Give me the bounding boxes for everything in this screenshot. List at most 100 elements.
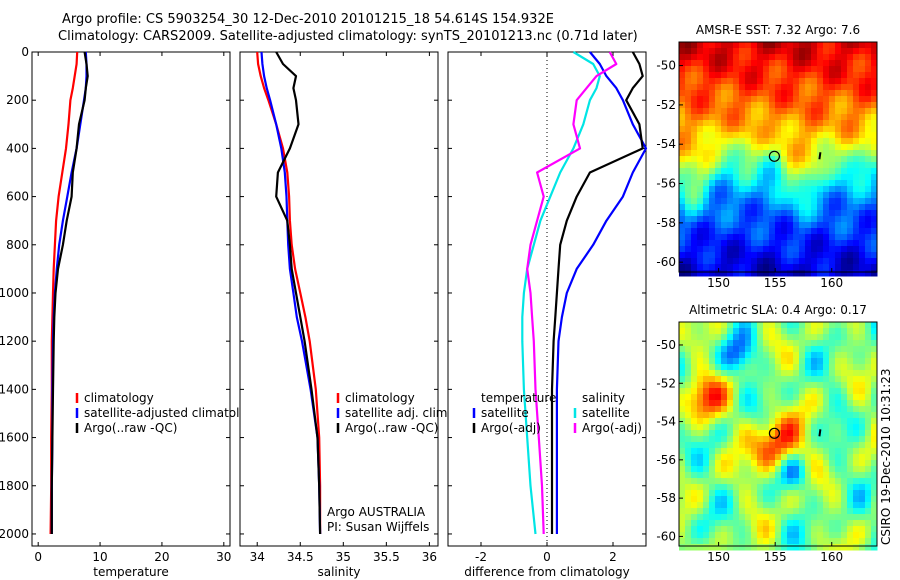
- heatmap-cell: [805, 186, 812, 193]
- heatmap-cell: [817, 400, 824, 407]
- heatmap-cell: [793, 382, 800, 389]
- heatmap-cell: [787, 48, 794, 55]
- heatmap-cell: [679, 246, 686, 253]
- heatmap-cell: [865, 496, 872, 503]
- heatmap-cell: [751, 138, 758, 145]
- heatmap-cell: [721, 120, 728, 127]
- heatmap-cell: [703, 508, 710, 515]
- heatmap-cell: [811, 270, 818, 277]
- heatmap-cell: [703, 334, 710, 341]
- heatmap-cell: [853, 538, 860, 545]
- heatmap-cell: [847, 48, 854, 55]
- heatmap-cell: [721, 334, 728, 341]
- heatmap-cell: [781, 228, 788, 235]
- heatmap-cell: [685, 388, 692, 395]
- heatmap-cell: [853, 72, 860, 79]
- heatmap-cell: [739, 252, 746, 259]
- heatmap-cell: [781, 526, 788, 533]
- heatmap-cell: [733, 246, 740, 253]
- heatmap-cell: [739, 460, 746, 467]
- heatmap-cell: [763, 60, 770, 67]
- heatmap-cell: [727, 252, 734, 259]
- heatmap-cell: [859, 472, 866, 479]
- heatmap-cell: [703, 108, 710, 115]
- heatmap-cell: [823, 460, 830, 467]
- heatmap-cell: [745, 412, 752, 419]
- heatmap-cell: [697, 544, 704, 551]
- heatmap-cell: [709, 102, 716, 109]
- heatmap-cell: [823, 252, 830, 259]
- heatmap-cell: [853, 340, 860, 347]
- heatmap-cell: [859, 508, 866, 515]
- heatmap-cell: [811, 328, 818, 335]
- heatmap-cell: [751, 394, 758, 401]
- heatmap-cell: [853, 222, 860, 229]
- heatmap-cell: [829, 66, 836, 73]
- heatmap-cell: [799, 204, 806, 211]
- y-tick-label: -52: [656, 376, 676, 390]
- heatmap-cell: [817, 234, 824, 241]
- heatmap-cell: [739, 96, 746, 103]
- heatmap-cell: [685, 394, 692, 401]
- heatmap-cell: [703, 120, 710, 127]
- heatmap-cell: [679, 442, 686, 449]
- heatmap-cell: [787, 460, 794, 467]
- heatmap-cell: [787, 538, 794, 545]
- heatmap-cell: [805, 78, 812, 85]
- heatmap-cell: [793, 78, 800, 85]
- heatmap-cell: [829, 364, 836, 371]
- x-tick-label: 0: [543, 550, 551, 564]
- heatmap-cell: [823, 352, 830, 359]
- heatmap-cell: [859, 102, 866, 109]
- heatmap-cell: [757, 388, 764, 395]
- heatmap-cell: [739, 448, 746, 455]
- heatmap-cell: [793, 54, 800, 61]
- heatmap-cell: [817, 48, 824, 55]
- heatmap-cell: [775, 222, 782, 229]
- heatmap-cell: [787, 478, 794, 485]
- heatmap-cell: [835, 394, 842, 401]
- heatmap-cell: [679, 478, 686, 485]
- legend-group-title: temperature: [481, 391, 556, 405]
- heatmap-cell: [721, 222, 728, 229]
- heatmap-cell: [685, 346, 692, 353]
- heatmap-cell: [691, 216, 698, 223]
- heatmap-cell: [829, 424, 836, 431]
- heatmap-cell: [769, 364, 776, 371]
- heatmap-cell: [709, 222, 716, 229]
- heatmap-cell: [751, 454, 758, 461]
- y-tick-label: 1800: [0, 479, 29, 493]
- heatmap-cell: [757, 156, 764, 163]
- heatmap-cell: [799, 252, 806, 259]
- heatmap-cell: [751, 144, 758, 151]
- heatmap-cell: [829, 514, 836, 521]
- heatmap-cell: [679, 334, 686, 341]
- heatmap-cell: [715, 144, 722, 151]
- heatmap-cell: [697, 138, 704, 145]
- heatmap-cell: [685, 258, 692, 265]
- heatmap-cell: [703, 216, 710, 223]
- heatmap-cell: [745, 334, 752, 341]
- heatmap-cell: [865, 508, 872, 515]
- heatmap-cell: [739, 198, 746, 205]
- heatmap-cell: [781, 60, 788, 67]
- heatmap-cell: [823, 358, 830, 365]
- heatmap-cell: [751, 544, 758, 551]
- heatmap-cell: [811, 490, 818, 497]
- heatmap-cell: [859, 466, 866, 473]
- heatmap-cell: [715, 412, 722, 419]
- heatmap-cell: [715, 358, 722, 365]
- x-tick-label: 20: [154, 550, 169, 564]
- heatmap-cell: [817, 60, 824, 67]
- heatmap-cell: [775, 234, 782, 241]
- heatmap-cell: [793, 328, 800, 335]
- heatmap-cell: [733, 204, 740, 211]
- heatmap-cell: [757, 538, 764, 545]
- map-title: AMSR-E SST: 7.32 Argo: 7.6: [696, 23, 860, 37]
- heatmap-cell: [757, 144, 764, 151]
- heatmap-cell: [679, 388, 686, 395]
- heatmap-cell: [787, 258, 794, 265]
- heatmap-cell: [685, 400, 692, 407]
- heatmap-cell: [847, 418, 854, 425]
- heatmap-cell: [859, 186, 866, 193]
